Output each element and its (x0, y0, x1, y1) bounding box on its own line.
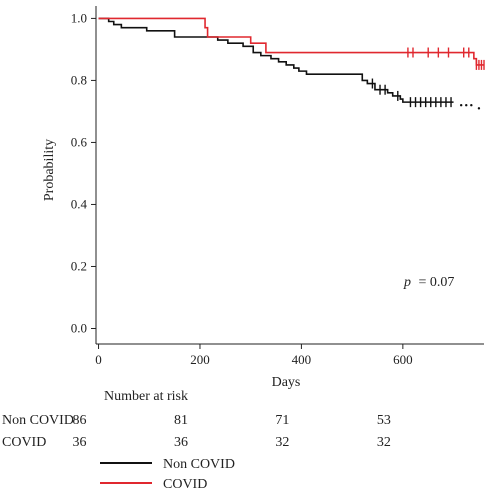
risk-row-label: Non COVID (2, 413, 74, 428)
x-axis-title: Days (272, 375, 301, 390)
legend-label: Non COVID (163, 457, 235, 472)
legend-label: COVID (163, 477, 207, 492)
p-symbol: p (403, 275, 411, 290)
risk-row-label: COVID (2, 435, 46, 450)
y-tick-label: 0.6 (71, 134, 88, 149)
series-covid (98, 17, 485, 70)
legend-item: Non COVID (100, 457, 235, 472)
legend: Non COVID COVID (100, 457, 235, 492)
x-ticks: 0 200 400 600 (95, 344, 413, 367)
survival-step-line (98, 17, 484, 66)
tail-point (465, 104, 468, 107)
survival-step-line (98, 17, 454, 103)
y-tick-label: 1.0 (71, 10, 87, 25)
risk-count: 81 (174, 413, 188, 428)
risk-count: 32 (377, 435, 391, 450)
risk-count: 53 (377, 413, 391, 428)
x-tick-label: 400 (292, 352, 312, 367)
y-tick-label: 0.4 (71, 196, 88, 211)
risk-table-title: Number at risk (104, 389, 188, 404)
survival-curves (98, 17, 485, 110)
y-tick-label: 0.2 (71, 258, 87, 273)
axes-group: 0.0 0.2 0.4 0.6 0.8 1.0 0 200 400 600 (71, 6, 484, 367)
risk-count: 36 (174, 435, 188, 450)
x-tick-label: 200 (190, 352, 210, 367)
x-tick-label: 600 (393, 352, 413, 367)
risk-count: 32 (275, 435, 289, 450)
y-tick-label: 0.0 (71, 320, 87, 335)
legend-item: COVID (100, 477, 207, 492)
tail-point (470, 104, 473, 107)
y-ticks: 0.0 0.2 0.4 0.6 0.8 1.0 (71, 10, 96, 335)
x-tick-label: 0 (95, 352, 102, 367)
risk-row: COVID 36 36 32 32 (2, 435, 391, 450)
risk-count: 36 (73, 435, 87, 450)
y-tick-label: 0.8 (71, 72, 87, 87)
p-value-annotation: p = 0.07 (403, 275, 454, 290)
tail-point (459, 104, 463, 107)
p-value: = 0.07 (419, 275, 455, 290)
series-non-covid (98, 17, 481, 110)
risk-count: 86 (73, 413, 87, 428)
y-axis-title: Probability (42, 139, 57, 201)
risk-count: 71 (275, 413, 289, 428)
tail-point (477, 107, 481, 110)
